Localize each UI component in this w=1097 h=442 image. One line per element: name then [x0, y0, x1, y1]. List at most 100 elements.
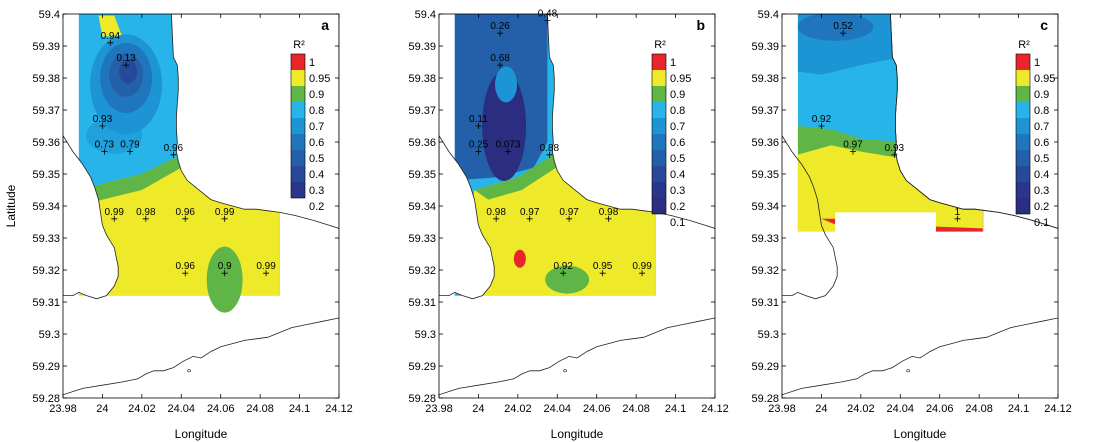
y-tick-label: 59.31: [408, 297, 436, 309]
panel-label: a: [321, 17, 329, 33]
colorbar-label: 0.2: [309, 201, 324, 213]
y-tick-label: 59.33: [751, 233, 779, 245]
region-green-south: [207, 247, 243, 313]
map-panel-c: 0.52 0.92 0.97 0.93 1 23.98 24 24.02 24.04 24.06 2…: [751, 9, 1071, 441]
colorbar-swatch: [1016, 150, 1030, 166]
y-tick-label: 59.36: [408, 137, 436, 149]
colorbar-swatch: [1016, 70, 1030, 86]
station-value: 0.92: [812, 114, 832, 125]
colorbar-label: 0.7: [1034, 121, 1049, 133]
region-mid-blue: [495, 66, 517, 102]
y-tick-label: 59.35: [408, 169, 436, 181]
colorbar-label: 0.9: [670, 89, 685, 101]
colorbar-swatch: [1016, 166, 1030, 182]
colorbar-label: 0.95: [670, 73, 691, 85]
island: [188, 370, 191, 372]
station-value: 0.96: [164, 143, 184, 154]
colorbar-label: 0.4: [309, 169, 324, 181]
colorbar-label: 0.6: [670, 137, 685, 149]
colorbar-swatch: [1016, 86, 1030, 102]
colorbar-label: 1: [1034, 57, 1040, 69]
station-value: 0.93: [93, 114, 113, 125]
colorbar-swatch: [291, 86, 305, 102]
station-value: 0.95: [593, 261, 613, 272]
x-tick-label: 24.08: [965, 403, 993, 415]
station-value: 0.73: [95, 140, 115, 151]
y-tick-label: 59.33: [32, 233, 60, 245]
y-tick-label: 59.37: [32, 105, 60, 117]
station-value: 0.25: [469, 140, 489, 151]
station-value: 0.94: [101, 31, 121, 42]
station-value: 0.99: [632, 261, 652, 272]
station-value: 0.92: [553, 261, 573, 272]
colorbar-title: R²: [293, 39, 305, 51]
station-value: 0.9: [218, 261, 232, 272]
colorbar-label: 0.3: [1034, 185, 1049, 197]
x-tick-label: 24.12: [325, 403, 353, 415]
station-value: 0.073: [495, 140, 520, 151]
colorbar-label: 1: [670, 57, 676, 69]
colorbar-label: 0.5: [309, 153, 324, 165]
region-red: [514, 250, 526, 268]
x-tick-label: 24: [96, 403, 108, 415]
x-tick-label: 24.1: [665, 403, 686, 415]
colorbar-label: 0.7: [309, 121, 324, 133]
y-tick-label: 59.39: [408, 41, 436, 53]
y-tick-label: 59.38: [408, 73, 436, 85]
station-value: 0.93: [885, 143, 905, 154]
x-tick-label: 24.12: [1044, 403, 1072, 415]
y-tick-label: 59.37: [408, 105, 436, 117]
y-tick-label: 59.28: [32, 393, 60, 405]
station-value: 0.99: [256, 261, 276, 272]
station-value: 1: [955, 207, 961, 218]
x-tick-label: 24.1: [1008, 403, 1029, 415]
colorbar-swatch: [291, 134, 305, 150]
map-panel-b: 0.260.480.680.110.25 0.073 0.880.98 0.97 0.9…: [408, 8, 728, 441]
station-value: 0.98: [136, 207, 156, 218]
colorbar-swatch: [652, 182, 666, 198]
x-axis-label: Longitude: [894, 427, 947, 441]
y-tick-label: 59.32: [32, 265, 60, 277]
colorbar-label: 0.6: [1034, 137, 1049, 149]
y-tick-label: 59.34: [408, 201, 436, 213]
colorbar-swatch: [652, 118, 666, 134]
colorbar-label: 0.9: [309, 89, 324, 101]
y-tick-label: 59.32: [751, 265, 779, 277]
colorbar-swatch: [291, 182, 305, 198]
colorbar-swatch: [291, 118, 305, 134]
colorbar-swatch: [1016, 118, 1030, 134]
x-tick-label: 24.08: [246, 403, 274, 415]
colorbar-swatch: [652, 150, 666, 166]
y-tick-label: 59.28: [408, 393, 436, 405]
y-tick-label: 59.34: [751, 201, 779, 213]
colorbar-label: 0.6: [309, 137, 324, 149]
colorbar-label: 0.7: [670, 121, 685, 133]
x-tick-label: 24: [815, 403, 827, 415]
station-value: 0.11: [469, 114, 488, 125]
station-value: 0.99: [105, 207, 125, 218]
y-tick-label: 59.34: [32, 201, 60, 213]
colorbar-label: 0.9: [1034, 89, 1049, 101]
y-tick-label: 59.29: [408, 361, 436, 373]
colorbar-title: R²: [1018, 39, 1030, 51]
colorbar-label: 0.8: [309, 105, 324, 117]
colorbar-label: 0.1: [1034, 217, 1049, 229]
station-value: 0.79: [120, 140, 140, 151]
colorbar-label: 0.95: [309, 73, 330, 85]
colorbar-swatch: [652, 70, 666, 86]
y-tick-label: 59.37: [751, 105, 779, 117]
x-tick-label: 24.02: [504, 403, 532, 415]
y-tick-label: 59.31: [751, 297, 779, 309]
coast-south: [439, 318, 715, 395]
colorbar-swatch: [652, 134, 666, 150]
colorbar-swatch: [1016, 134, 1030, 150]
station-value: 0.97: [559, 207, 579, 218]
y-tick-label: 59.35: [751, 169, 779, 181]
colorbar-swatch: [291, 150, 305, 166]
x-tick-label: 24: [472, 403, 484, 415]
colorbar-swatch: [291, 54, 305, 70]
colorbar-label: 0.3: [309, 185, 324, 197]
colorbar-label: 0.4: [1034, 169, 1049, 181]
x-tick-label: 24.12: [701, 403, 729, 415]
colorbar-swatch: [652, 166, 666, 182]
